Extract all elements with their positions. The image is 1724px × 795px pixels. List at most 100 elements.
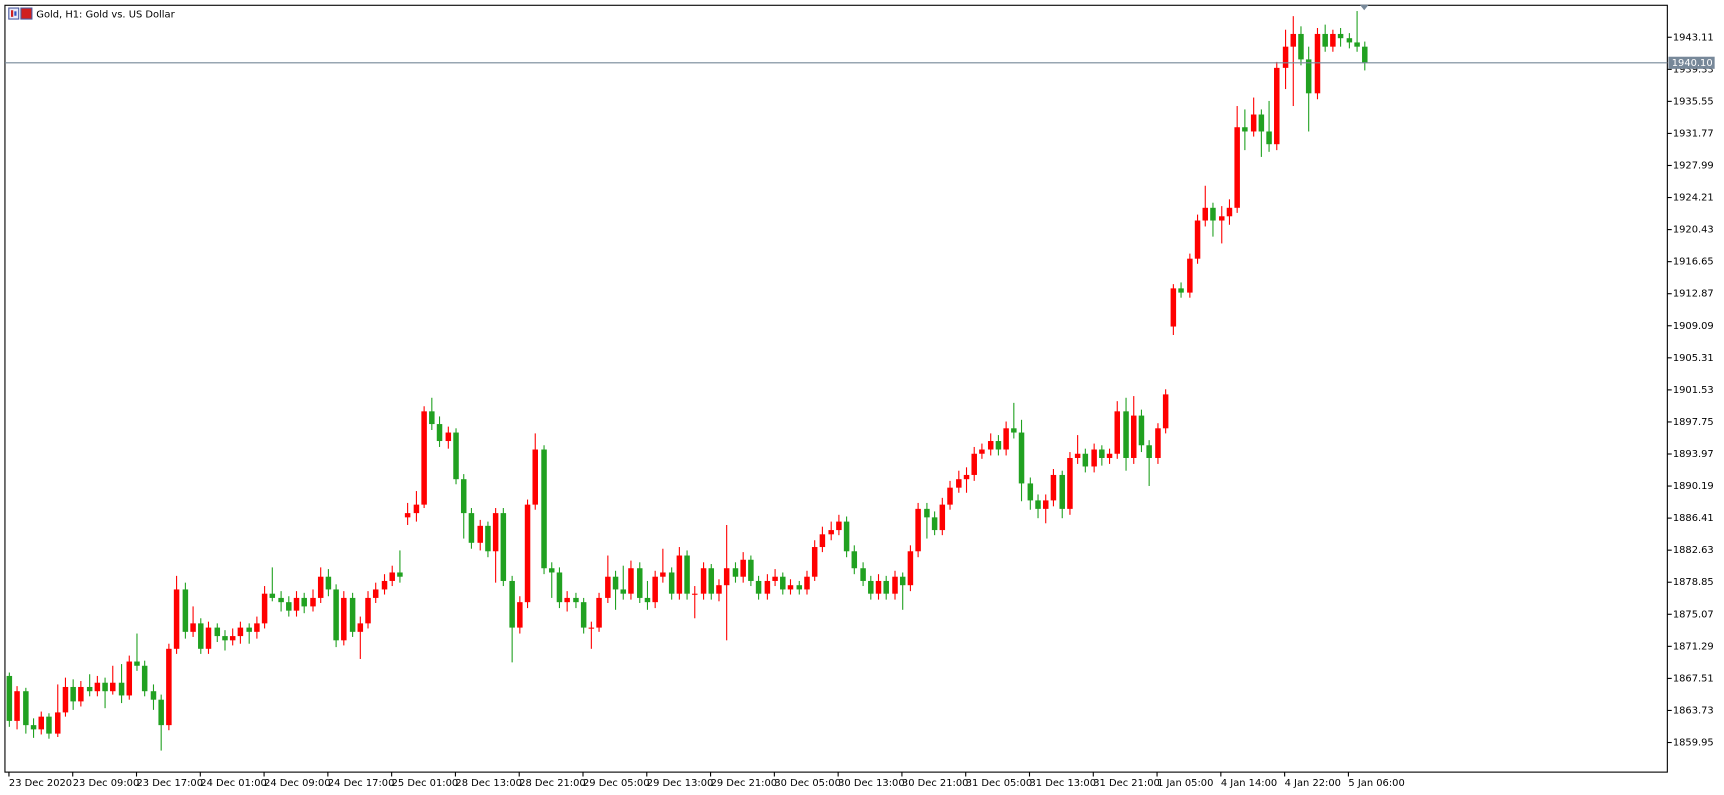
candle-body bbox=[445, 432, 452, 442]
y-tick-label: 1927.99 bbox=[1673, 160, 1714, 171]
candle-body bbox=[333, 589, 339, 641]
candle-body bbox=[828, 530, 834, 535]
candle-body bbox=[1202, 207, 1209, 221]
candle-body bbox=[500, 513, 507, 581]
y-tick-label: 1893.97 bbox=[1673, 449, 1714, 460]
candle-body bbox=[939, 504, 946, 531]
shift-marker bbox=[1359, 4, 1369, 11]
y-tick-label: 1935.55 bbox=[1673, 96, 1714, 107]
candle-body bbox=[509, 580, 515, 628]
candle-body bbox=[1290, 33, 1297, 47]
x-tick-label: 4 Jan 14:00 bbox=[1221, 778, 1277, 789]
candle-body bbox=[1226, 207, 1233, 217]
candle-body bbox=[732, 568, 739, 577]
candle-body bbox=[971, 453, 977, 475]
candle-body bbox=[150, 691, 157, 700]
candle-body bbox=[301, 597, 307, 607]
candle-body bbox=[261, 593, 268, 624]
candle-body bbox=[692, 593, 698, 595]
candle-body bbox=[723, 568, 730, 586]
candle-body bbox=[1114, 411, 1120, 454]
candle-body bbox=[404, 513, 411, 518]
candle-body bbox=[987, 441, 994, 450]
candle-body bbox=[676, 555, 683, 594]
candle-body bbox=[141, 665, 148, 692]
candle-body bbox=[605, 576, 611, 598]
candle-body bbox=[222, 636, 228, 641]
candle-body bbox=[23, 691, 29, 726]
candle-body bbox=[1322, 33, 1328, 47]
candle-body bbox=[1042, 500, 1049, 509]
x-tick-label: 24 Dec 17:00 bbox=[328, 778, 395, 789]
candle-body bbox=[1266, 131, 1272, 145]
candle-body bbox=[6, 675, 13, 721]
candle-body bbox=[166, 648, 172, 726]
candle-body bbox=[637, 568, 643, 598]
x-tick-label: 23 Dec 17:00 bbox=[137, 778, 204, 789]
candle-body bbox=[229, 636, 236, 641]
candle-body bbox=[254, 623, 260, 632]
candle-body bbox=[126, 661, 133, 696]
candle-body bbox=[14, 691, 20, 721]
candle-body bbox=[780, 576, 786, 590]
candle-body bbox=[700, 568, 707, 594]
candle-body bbox=[755, 580, 762, 594]
candle-body bbox=[1146, 445, 1152, 458]
candle-body bbox=[1346, 38, 1353, 43]
candle-body bbox=[868, 580, 874, 594]
candle-body bbox=[397, 572, 403, 577]
x-tick-label: 31 Dec 13:00 bbox=[1029, 778, 1096, 789]
candle-body bbox=[588, 627, 595, 629]
candle-body bbox=[836, 521, 842, 531]
x-tick-label: 30 Dec 13:00 bbox=[838, 778, 905, 789]
candle-body bbox=[1138, 415, 1145, 446]
candle-body bbox=[86, 686, 93, 692]
candle-body bbox=[644, 597, 651, 603]
candle-body bbox=[1099, 449, 1105, 458]
candle-body bbox=[78, 686, 84, 702]
candle-body bbox=[485, 525, 491, 552]
candle-body bbox=[421, 411, 427, 505]
candle-body bbox=[317, 576, 324, 598]
candle-body bbox=[580, 602, 587, 628]
candle-body bbox=[764, 580, 771, 594]
icon-part bbox=[11, 10, 14, 17]
candle-body bbox=[1027, 483, 1034, 501]
candle-body bbox=[524, 504, 531, 603]
candle-body bbox=[612, 576, 619, 590]
candle-body bbox=[341, 597, 347, 641]
candle-body bbox=[349, 597, 356, 632]
candle-body bbox=[214, 627, 221, 637]
candle-body bbox=[477, 525, 483, 543]
candle-body bbox=[158, 699, 164, 726]
candle-body bbox=[460, 479, 467, 514]
x-tick-label: 30 Dec 05:00 bbox=[774, 778, 841, 789]
candle-body bbox=[1003, 428, 1009, 450]
candle-body bbox=[740, 559, 746, 577]
y-tick-label: 1912.87 bbox=[1673, 289, 1714, 300]
candle-body bbox=[995, 441, 1002, 450]
candle-body bbox=[237, 627, 244, 637]
candle-body bbox=[787, 585, 794, 590]
candle-body bbox=[293, 597, 300, 611]
candle-body bbox=[1362, 46, 1368, 63]
y-tick-label: 1916.65 bbox=[1673, 257, 1714, 268]
price-label: 1940.10 bbox=[1672, 58, 1713, 69]
candle-body bbox=[556, 572, 563, 603]
candle-body bbox=[796, 585, 803, 590]
candle-body bbox=[1194, 220, 1201, 259]
candle-body bbox=[381, 580, 388, 590]
candle-body bbox=[1282, 46, 1289, 68]
candle-body bbox=[819, 534, 826, 548]
candle-body bbox=[1011, 428, 1017, 433]
candle-body bbox=[70, 686, 76, 702]
candle-body bbox=[1091, 449, 1097, 467]
y-tick-label: 1897.75 bbox=[1673, 417, 1714, 428]
y-tick-label: 1924.21 bbox=[1673, 193, 1714, 204]
icon-part bbox=[14, 11, 17, 16]
candle-body bbox=[804, 576, 810, 590]
candle-body bbox=[468, 513, 475, 543]
chart-title: Gold, H1: Gold vs. US Dollar bbox=[36, 10, 175, 21]
candle-body bbox=[453, 432, 459, 480]
x-tick-label: 23 Dec 2020 bbox=[9, 778, 72, 789]
